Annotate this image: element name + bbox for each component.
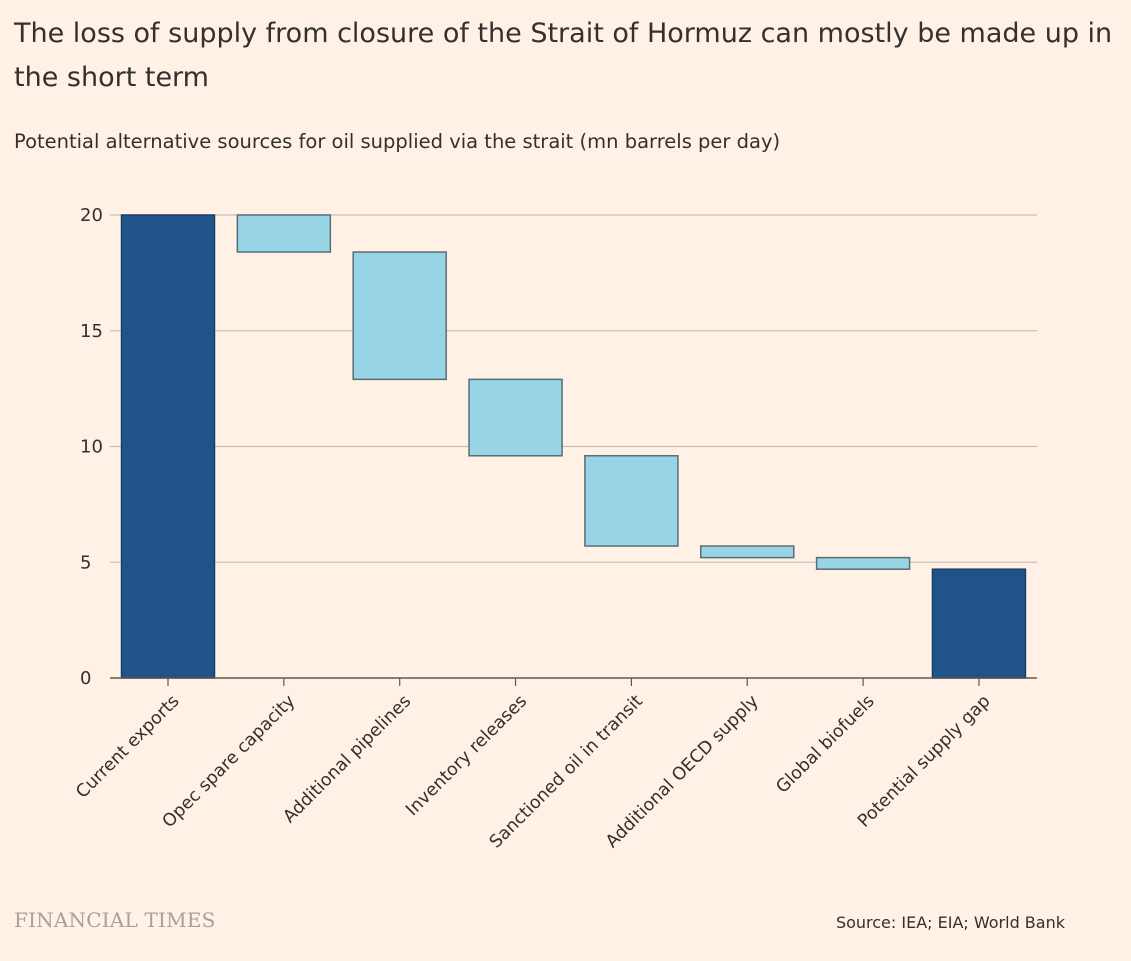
bar-sanctioned-oil-in-transit: [584, 455, 679, 547]
chart-title: The loss of supply from closure of the S…: [14, 18, 1113, 93]
bar-current-exports: [120, 214, 216, 679]
y-tick-label: 0: [80, 668, 91, 689]
x-tick-label: Opec spare capacity: [159, 691, 300, 832]
chart-subtitle: Potential alternative sources for oil su…: [14, 130, 781, 153]
bar-additional-pipelines: [352, 251, 447, 381]
bar-inventory-releases: [468, 378, 563, 457]
source-note: Source: IEA; EIA; World Bank: [835, 913, 1065, 932]
bar-opec-spare-capacity: [236, 214, 332, 253]
y-tick-label: 5: [80, 552, 91, 573]
y-tick-label: 15: [80, 321, 103, 342]
x-tick-label: Global biofuels: [773, 691, 879, 797]
x-tick-label: Inventory releases: [402, 691, 531, 820]
bar-global-biofuels: [815, 556, 911, 570]
y-tick-label: 20: [80, 205, 103, 226]
bar-potential-supply-gap: [931, 568, 1027, 679]
y-tick-label: 10: [80, 437, 103, 458]
x-tick-label: Potential supply gap: [854, 691, 994, 831]
ft-logo: FINANCIAL TIMES: [14, 908, 216, 932]
x-tick-label: Additional pipelines: [279, 691, 415, 827]
x-tick-label: Current exports: [72, 691, 183, 802]
bar-additional-oecd-supply: [700, 545, 795, 559]
